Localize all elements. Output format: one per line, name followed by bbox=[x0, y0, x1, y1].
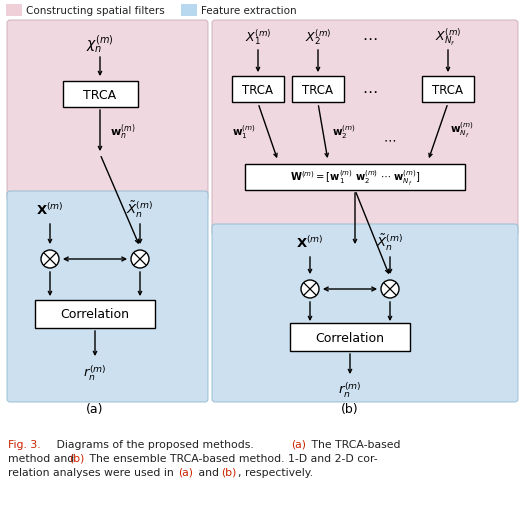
Text: $X_1^{(m)}$: $X_1^{(m)}$ bbox=[245, 27, 271, 46]
Text: $\mathbf{w}_n^{(m)}$: $\mathbf{w}_n^{(m)}$ bbox=[110, 122, 135, 141]
Text: $\tilde{X}_n^{(m)}$: $\tilde{X}_n^{(m)}$ bbox=[127, 199, 154, 220]
Text: The ensemble TRCA-based method. 1-D and 2-D cor-: The ensemble TRCA-based method. 1-D and … bbox=[86, 453, 378, 463]
Text: Correlation: Correlation bbox=[60, 308, 130, 321]
FancyBboxPatch shape bbox=[245, 165, 465, 190]
FancyBboxPatch shape bbox=[7, 191, 208, 402]
FancyBboxPatch shape bbox=[232, 77, 284, 103]
Circle shape bbox=[301, 280, 319, 298]
FancyBboxPatch shape bbox=[35, 300, 155, 328]
FancyBboxPatch shape bbox=[422, 77, 474, 103]
Text: $\mathbf{w}_1^{(m)}$: $\mathbf{w}_1^{(m)}$ bbox=[232, 123, 256, 141]
Circle shape bbox=[131, 250, 149, 269]
Text: $\cdots$: $\cdots$ bbox=[362, 29, 378, 44]
Text: (a): (a) bbox=[291, 439, 306, 449]
Text: $\cdots$: $\cdots$ bbox=[383, 133, 396, 146]
FancyBboxPatch shape bbox=[292, 77, 344, 103]
Text: TRCA: TRCA bbox=[83, 88, 117, 102]
Text: (b): (b) bbox=[341, 402, 359, 416]
Text: Constructing spatial filters: Constructing spatial filters bbox=[26, 6, 165, 16]
Text: method and: method and bbox=[8, 453, 78, 463]
Text: Feature extraction: Feature extraction bbox=[201, 6, 296, 16]
Text: TRCA: TRCA bbox=[242, 83, 274, 96]
Text: and: and bbox=[195, 467, 222, 477]
Text: $X_2^{(m)}$: $X_2^{(m)}$ bbox=[305, 27, 331, 46]
Text: (b): (b) bbox=[69, 453, 84, 463]
Text: $\cdots$: $\cdots$ bbox=[362, 82, 378, 97]
Text: $r_n^{(m)}$: $r_n^{(m)}$ bbox=[338, 380, 362, 399]
Text: $\mathbf{W}^{(m)}=[\mathbf{w}_1^{(m)}\ \mathbf{w}_2^{(m)}\ \cdots\ \mathbf{w}_{N: $\mathbf{W}^{(m)}=[\mathbf{w}_1^{(m)}\ \… bbox=[290, 168, 420, 187]
Text: $\mathbf{X}^{(m)}$: $\mathbf{X}^{(m)}$ bbox=[296, 235, 324, 250]
Text: $\mathbf{w}_2^{(m)}$: $\mathbf{w}_2^{(m)}$ bbox=[332, 123, 356, 141]
Text: (a): (a) bbox=[86, 402, 104, 416]
Text: relation analyses were used in: relation analyses were used in bbox=[8, 467, 177, 477]
FancyBboxPatch shape bbox=[6, 5, 22, 17]
FancyBboxPatch shape bbox=[63, 82, 138, 108]
Text: $\mathbf{X}^{(m)}$: $\mathbf{X}^{(m)}$ bbox=[36, 201, 64, 218]
Text: , respectively.: , respectively. bbox=[238, 467, 313, 477]
Text: (b): (b) bbox=[221, 467, 237, 477]
Text: $\mathbf{w}_{N_f}^{(m)}$: $\mathbf{w}_{N_f}^{(m)}$ bbox=[450, 120, 474, 139]
FancyBboxPatch shape bbox=[212, 225, 518, 402]
Text: $X_{N_f}^{(m)}$: $X_{N_f}^{(m)}$ bbox=[435, 26, 461, 47]
Circle shape bbox=[41, 250, 59, 269]
FancyBboxPatch shape bbox=[181, 5, 197, 17]
Text: (a): (a) bbox=[178, 467, 193, 477]
FancyBboxPatch shape bbox=[212, 21, 518, 236]
Text: TRCA: TRCA bbox=[432, 83, 464, 96]
Text: Diagrams of the proposed methods.: Diagrams of the proposed methods. bbox=[46, 439, 257, 449]
Text: $\chi_n^{(m)}$: $\chi_n^{(m)}$ bbox=[86, 33, 114, 55]
Text: $r_n^{(m)}$: $r_n^{(m)}$ bbox=[83, 363, 107, 382]
Text: $\tilde{X}_n^{(m)}$: $\tilde{X}_n^{(m)}$ bbox=[376, 232, 404, 252]
FancyBboxPatch shape bbox=[290, 323, 410, 351]
Text: Correlation: Correlation bbox=[316, 331, 384, 344]
Text: Fig. 3.: Fig. 3. bbox=[8, 439, 41, 449]
Text: The TRCA-based: The TRCA-based bbox=[308, 439, 401, 449]
Circle shape bbox=[381, 280, 399, 298]
FancyBboxPatch shape bbox=[7, 21, 208, 201]
Text: TRCA: TRCA bbox=[303, 83, 333, 96]
